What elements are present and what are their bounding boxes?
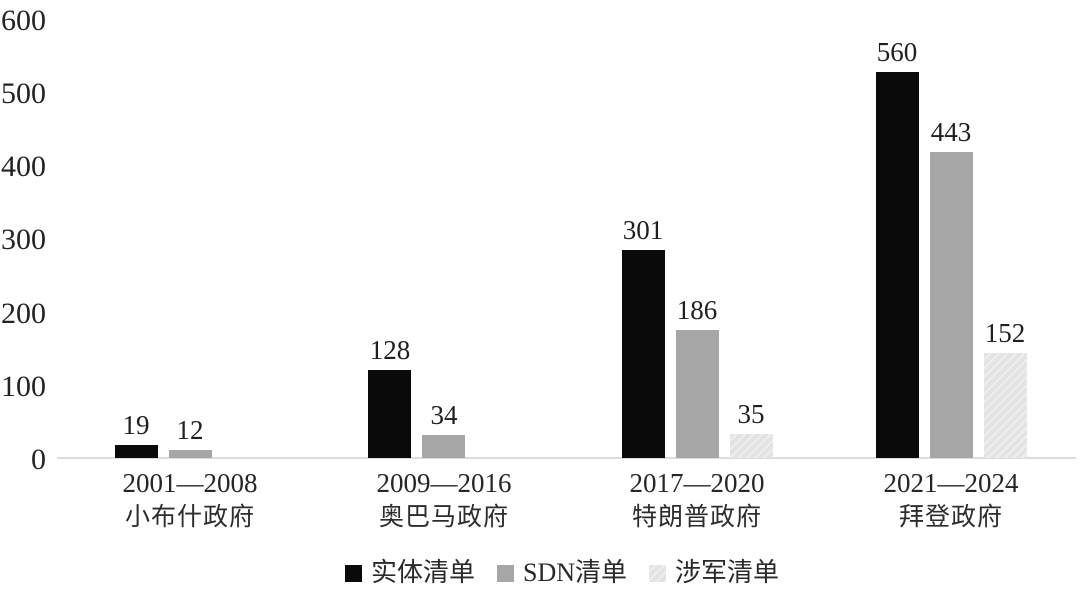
y-tick-label: 500: [1, 77, 46, 110]
bar-实体清单-2009—2016: [368, 370, 411, 458]
bar-value-label: 301: [622, 215, 664, 245]
y-tick-label: 100: [1, 370, 46, 403]
legend-swatch-icon: [649, 564, 666, 582]
bar-实体清单-2001—2008: [115, 445, 158, 458]
bar-value-label: 186: [676, 295, 718, 325]
category-period: 2009—2016: [376, 468, 512, 498]
legend-label: 涉军清单: [675, 558, 780, 587]
bar-SDN清单-2001—2008: [169, 450, 212, 458]
bar-value-label: 35: [737, 399, 765, 429]
bar-value-label: 443: [930, 117, 972, 147]
bar-SDN清单-2021—2024: [930, 152, 973, 458]
legend-swatch-icon: [344, 564, 362, 582]
category-period: 2017—2020: [629, 468, 765, 498]
y-tick-label: 300: [1, 223, 46, 256]
legend-item-涉军清单: 涉军清单: [649, 559, 779, 587]
bar-涉军清单-2017—2020: [730, 434, 773, 458]
legend-label: SDN清单: [522, 558, 627, 587]
category-government: 奥巴马政府: [378, 504, 509, 531]
bar-value-label: 19: [122, 410, 150, 440]
bar-实体清单-2017—2020: [622, 250, 665, 458]
bar-SDN清单-2017—2020: [676, 330, 719, 458]
category-government: 小布什政府: [124, 504, 255, 531]
y-tick-label: 400: [1, 150, 46, 183]
y-tick-label: 600: [1, 4, 46, 37]
y-tick-label: 200: [1, 297, 46, 330]
category-period: 2021—2024: [883, 468, 1019, 498]
bar-SDN清单-2009—2016: [422, 435, 465, 458]
bar-涉军清单-2021—2024: [984, 353, 1027, 458]
category-government: 拜登政府: [898, 504, 1003, 531]
bar-value-label: 560: [876, 37, 918, 67]
bar-value-label: 128: [369, 335, 411, 365]
legend-item-SDN清单: SDN清单: [496, 558, 627, 587]
y-tick-label: 0: [31, 443, 46, 476]
bar-value-label: 152: [984, 318, 1026, 348]
x-axis-line: [57, 457, 1076, 459]
bar-value-label: 12: [176, 415, 204, 445]
category-government: 特朗普政府: [631, 504, 762, 531]
legend: 实体清单 SDN清单 涉军清单: [0, 559, 1080, 587]
category-period: 2001—2008: [122, 468, 258, 498]
bar-value-label: 34: [430, 400, 458, 430]
legend-label: 实体清单: [370, 558, 475, 587]
legend-item-实体清单: 实体清单: [344, 558, 475, 587]
bar-实体清单-2021—2024: [876, 72, 919, 458]
legend-swatch-icon: [496, 564, 514, 582]
